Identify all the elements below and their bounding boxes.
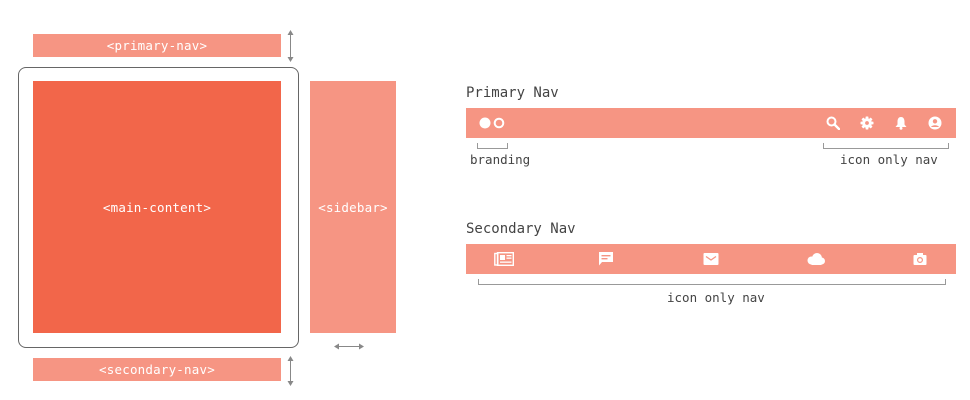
camera-icon[interactable] <box>913 253 927 266</box>
main-content-label: <main-content> <box>102 199 212 215</box>
bell-icon[interactable] <box>895 116 908 130</box>
gear-icon[interactable] <box>860 116 874 130</box>
sidebar-block: <sidebar> <box>310 81 396 333</box>
icon-nav-caption: icon only nav <box>840 152 938 167</box>
search-icon[interactable] <box>826 116 840 130</box>
vertical-resize-arrow-icon <box>287 356 294 386</box>
horizontal-resize-arrow-icon <box>334 343 364 350</box>
sidebar-label: <sidebar> <box>318 199 388 215</box>
main-content-block: <main-content> <box>33 81 281 333</box>
cloud-icon[interactable] <box>806 253 826 266</box>
branding-logo-icon[interactable] <box>479 117 507 129</box>
secondary-icon-nav-caption: icon only nav <box>667 290 765 305</box>
icon-nav-bracket <box>823 143 949 149</box>
secondary-nav-bar <box>466 244 956 274</box>
secondary-icon-nav-bracket <box>478 279 946 285</box>
chat-icon[interactable] <box>598 251 614 267</box>
device-frame <box>18 67 299 348</box>
vertical-resize-arrow-icon <box>287 30 294 62</box>
secondary-nav-block: <secondary-nav> <box>33 358 281 381</box>
primary-nav-title: Primary Nav <box>466 85 559 101</box>
branding-caption: branding <box>470 152 531 167</box>
mail-icon[interactable] <box>703 253 719 265</box>
newspaper-icon[interactable] <box>494 252 514 266</box>
primary-nav-bar <box>466 108 956 138</box>
primary-nav-label: <primary-nav> <box>106 38 208 53</box>
secondary-nav-title: Secondary Nav <box>466 221 576 237</box>
primary-nav-block: <primary-nav> <box>33 34 281 57</box>
secondary-nav-label: <secondary-nav> <box>99 362 215 377</box>
user-icon[interactable] <box>928 116 942 130</box>
branding-bracket <box>477 143 508 149</box>
